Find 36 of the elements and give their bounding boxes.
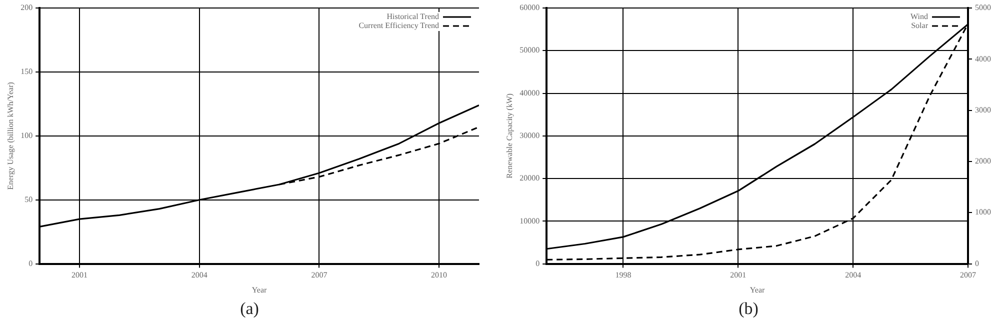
y-tick-label: 40000 — [520, 88, 540, 98]
y-axis-title: Energy Usage (billion kWh/Year) — [6, 82, 15, 190]
legend-label: Current Efficiency Trend — [358, 21, 439, 30]
x-axis-title: Year — [252, 285, 268, 294]
x-tick-label: 2010 — [431, 270, 448, 280]
x-tick-label: 2001 — [730, 270, 746, 280]
legend-label: Wind — [910, 12, 928, 22]
x-tick-label: 2004 — [845, 270, 862, 280]
y2-tick-label: 0 — [975, 258, 979, 268]
y-tick-label: 10000 — [520, 216, 540, 226]
y2-tick-label: 1000 — [975, 208, 991, 217]
y-tick-label: 20000 — [520, 174, 540, 183]
y-tick-label: 100 — [20, 130, 33, 140]
y-axis-title: Renewable Capacity (kW) — [504, 93, 514, 178]
x-tick-label: 2001 — [72, 270, 88, 280]
y2-tick-label: 5000 — [975, 3, 991, 12]
y-tick-label: 30000 — [520, 130, 540, 140]
y-tick-label: 60000 — [520, 3, 540, 12]
y-tick-label: 50000 — [520, 46, 540, 55]
x-tick-label: 2007 — [960, 270, 976, 280]
y-tick-label: 0 — [536, 258, 540, 268]
y2-tick-label: 3000 — [975, 105, 991, 114]
legend-label: Solar — [911, 21, 928, 30]
y-tick-label: 0 — [28, 258, 33, 268]
text: (a) — [239, 299, 260, 319]
x-axis-title: Year — [750, 285, 766, 294]
text: (b) — [738, 299, 760, 319]
x-tick-label: 2007 — [311, 270, 328, 280]
x-tick-label: 2004 — [191, 270, 208, 280]
legend-label: Historical Trend — [386, 12, 439, 22]
y2-tick-label: 4000 — [975, 54, 991, 64]
y-tick-label: 200 — [20, 3, 33, 12]
x-tick-label: 1998 — [615, 270, 632, 280]
y2-tick-label: 2000 — [975, 156, 991, 166]
y-tick-label: 150 — [20, 67, 33, 76]
y-tick-label: 50 — [24, 194, 33, 204]
